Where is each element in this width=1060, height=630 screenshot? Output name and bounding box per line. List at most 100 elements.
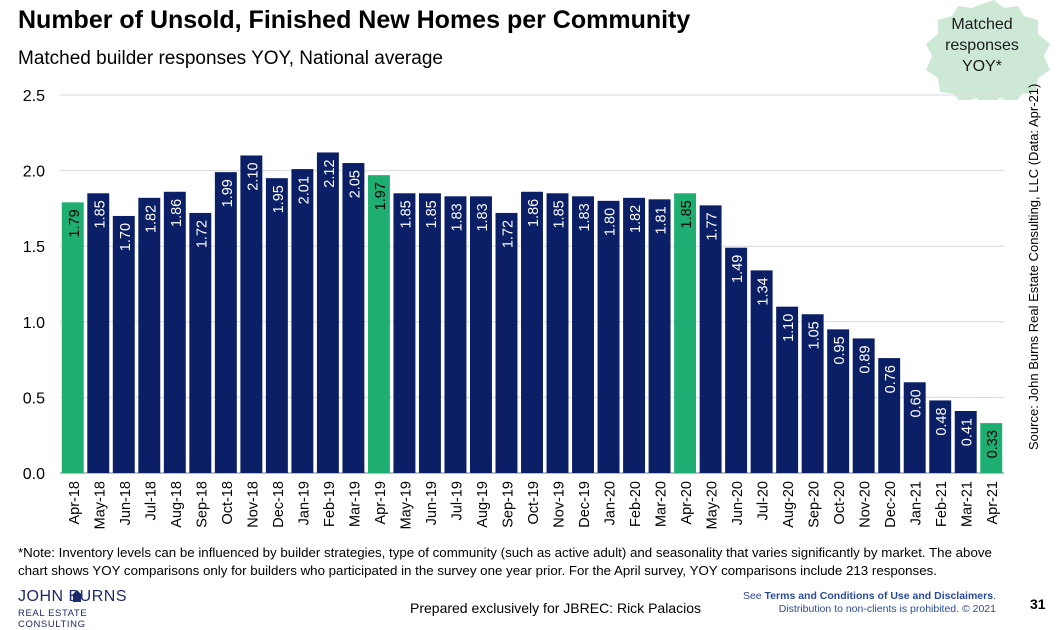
bar-sep-20 [801, 314, 824, 473]
bar-jan-20 [597, 200, 620, 473]
bar-value-label: 1.05 [807, 321, 823, 349]
company-logo: JOHN BURNS REAL ESTATE CONSULTING [18, 588, 158, 630]
chart-title: Number of Unsold, Finished New Homes per… [18, 6, 691, 34]
y-tick-label: 1.5 [23, 239, 45, 256]
bar-feb-19 [316, 152, 339, 473]
x-tick-label: Jul-19 [449, 481, 465, 521]
bar-value-label: 1.83 [577, 203, 593, 231]
bar-value-label: 1.70 [118, 223, 134, 251]
bar-value-label: 1.81 [654, 206, 670, 234]
x-tick-label: Oct-19 [526, 481, 542, 525]
x-tick-label: Apr-18 [67, 481, 83, 525]
bar-jul-20 [750, 270, 773, 473]
bar-nov-19 [546, 193, 569, 473]
x-tick-label: Mar-21 [960, 481, 976, 527]
x-tick-label: Jun-18 [118, 481, 134, 525]
x-tick-label: Mar-20 [654, 481, 670, 527]
x-tick-label: Nov-19 [552, 481, 568, 528]
badge-line-2: responses [945, 37, 1019, 54]
x-tick-label: Dec-19 [577, 481, 593, 528]
x-tick-label: Apr-20 [679, 481, 695, 525]
logo-tagline: REAL ESTATE CONSULTING [18, 608, 88, 630]
bar-value-label: 1.10 [781, 314, 797, 342]
bar-mar-19 [342, 163, 365, 474]
x-tick-label: Nov-18 [245, 481, 261, 528]
badge-seal-shape [926, 0, 1050, 100]
terms-prefix: See [742, 590, 765, 602]
x-tick-label: Dec-20 [883, 481, 899, 528]
x-tick-label: Aug-18 [169, 481, 185, 528]
bar-value-label: 0.48 [934, 407, 950, 435]
distribution-line: Distribution to non-clients is prohibite… [778, 603, 996, 615]
bar-may-19 [393, 193, 416, 473]
bar-mar-20 [648, 199, 671, 473]
x-tick-label: Sep-20 [807, 481, 823, 528]
x-tick-label: May-18 [92, 481, 108, 529]
x-tick-label: Feb-21 [934, 481, 950, 527]
x-tick-label: Jun-20 [730, 481, 746, 525]
y-tick-label: 0.5 [23, 390, 45, 407]
logo-wordmark: JOHN BURNS [18, 588, 128, 605]
bar-jan-19 [291, 169, 314, 473]
x-tick-label: Jun-19 [424, 481, 440, 525]
bar-value-label: 1.85 [92, 200, 108, 228]
x-tick-label: Jul-18 [143, 481, 159, 521]
bar-value-label: 1.83 [449, 203, 465, 231]
page-number: 31 [1030, 596, 1046, 612]
bar-value-label: 0.89 [858, 345, 874, 373]
bar-value-label: 1.72 [500, 220, 516, 248]
terms-line: See Terms and Conditions of Use and Disc… [700, 590, 996, 603]
x-tick-label: Apr-21 [985, 481, 1001, 525]
bar-apr-18 [61, 202, 84, 474]
bar-value-label: 0.95 [832, 336, 848, 364]
x-tick-label: Jan-19 [296, 481, 312, 525]
terms-link[interactable]: Terms and Conditions of Use and Disclaim… [764, 590, 994, 602]
bar-value-label: 1.95 [271, 185, 287, 213]
x-tick-label: Oct-20 [832, 481, 848, 525]
bar-value-label: 1.86 [526, 199, 542, 227]
bar-nov-18 [240, 155, 263, 474]
bar-jun-18 [112, 215, 135, 473]
y-tick-label: 2.5 [23, 88, 45, 105]
bar-value-label: 1.97 [373, 182, 389, 210]
bar-value-label: 1.82 [628, 205, 644, 233]
badge-seal [926, 0, 1050, 100]
footnote: *Note: Inventory levels can be influence… [18, 545, 992, 578]
bar-aug-19 [470, 196, 492, 473]
x-tick-label: Sep-19 [500, 481, 516, 528]
house-icon [71, 590, 83, 602]
badge-text: Matched responses YOY* [908, 14, 1056, 77]
bar-value-label: 1.80 [603, 208, 619, 236]
x-tick-label: Mar-19 [347, 481, 363, 527]
bar-apr-21 [980, 423, 1003, 473]
bar-value-label: 1.85 [552, 200, 568, 228]
x-tick-label: Oct-18 [220, 481, 236, 525]
badge-line-1: Matched [951, 16, 1013, 33]
x-tick-label: Feb-20 [628, 481, 644, 527]
bar-value-label: 1.34 [756, 277, 772, 305]
bar-nov-20 [852, 338, 875, 473]
bar-may-20 [699, 205, 722, 473]
bar-feb-21 [929, 400, 952, 473]
bar-value-label: 0.76 [883, 365, 899, 393]
bar-value-label: 1.86 [169, 199, 185, 227]
x-tick-label: Jul-20 [756, 481, 772, 521]
bar-value-label: 1.85 [424, 200, 440, 228]
bar-mar-21 [954, 411, 977, 473]
bar-jul-19 [444, 196, 467, 473]
bar-dec-18 [265, 178, 288, 473]
bar-jun-19 [418, 193, 441, 473]
terms-block: See Terms and Conditions of Use and Disc… [700, 590, 996, 616]
bar-sep-18 [189, 212, 212, 473]
x-tick-label: Feb-19 [322, 481, 338, 527]
bar-sep-19 [495, 212, 518, 473]
bar-value-label: 0.41 [960, 418, 976, 446]
bar-aug-18 [163, 191, 186, 473]
bar-value-label: 1.83 [475, 203, 491, 231]
y-tick-label: 1.0 [23, 315, 45, 332]
y-tick-label: 2.0 [23, 164, 45, 181]
terms-suffix: . [993, 590, 996, 602]
badge-line-3: YOY* [961, 58, 1002, 75]
bar-dec-20 [878, 358, 901, 473]
